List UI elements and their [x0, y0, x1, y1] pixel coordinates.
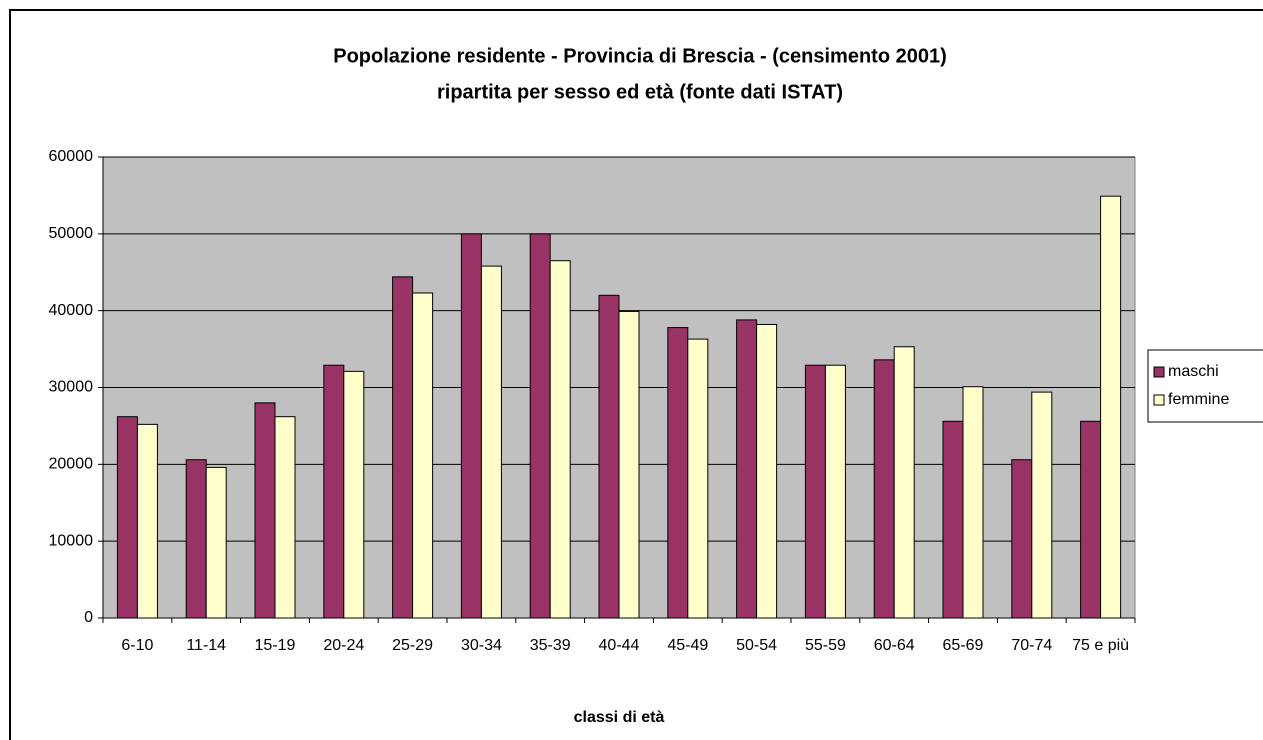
- bar: [873, 359, 895, 619]
- x-tick-label: 15-19: [255, 637, 296, 654]
- x-tick-label: 6-10: [121, 637, 153, 654]
- y-tick-label: 0: [84, 609, 93, 626]
- chart-subtitle: ripartita per sesso ed età (fonte dati I…: [437, 81, 843, 103]
- x-tick-label: 30-34: [461, 637, 502, 654]
- bar: [736, 319, 758, 619]
- legend-marker: [1153, 394, 1165, 406]
- x-tick-label: 11-14: [186, 637, 226, 654]
- legend-label: femmine: [1168, 391, 1229, 408]
- x-tick-label: 75 e più: [1072, 637, 1129, 654]
- bar: [667, 327, 689, 619]
- y-tick-label: 20000: [49, 456, 94, 473]
- x-tick-label: 50-54: [736, 637, 777, 654]
- bar: [1100, 195, 1122, 619]
- bar: [460, 233, 482, 619]
- bar: [323, 364, 345, 619]
- x-tick-label: 60-64: [874, 637, 915, 654]
- bar: [687, 338, 709, 619]
- bar: [116, 416, 138, 619]
- x-tick-label: 20-24: [323, 637, 364, 654]
- bar: [549, 260, 571, 619]
- x-tick-label: 35-39: [530, 637, 571, 654]
- y-tick-label: 40000: [49, 302, 94, 319]
- y-tick-label: 50000: [49, 225, 94, 242]
- bar: [756, 323, 778, 619]
- bar: [412, 292, 434, 619]
- bar: [343, 370, 365, 619]
- bar: [1011, 459, 1033, 619]
- bar: [893, 346, 915, 619]
- bar: [274, 416, 296, 619]
- bar: [254, 402, 276, 619]
- bar: [942, 420, 964, 619]
- bar: [480, 265, 502, 619]
- x-axis-label: classi di età: [574, 709, 665, 726]
- y-tick-label: 60000: [49, 148, 94, 165]
- x-tick-label: 45-49: [667, 637, 708, 654]
- x-tick-label: 40-44: [599, 637, 640, 654]
- bar: [598, 294, 620, 619]
- bar: [824, 364, 846, 619]
- bar: [136, 423, 158, 619]
- bar: [804, 364, 826, 619]
- x-tick-label: 65-69: [943, 637, 984, 654]
- legend-box: [1147, 349, 1263, 423]
- bar: [1031, 391, 1053, 619]
- y-tick-label: 30000: [49, 379, 94, 396]
- bar: [205, 466, 227, 619]
- legend-marker: [1153, 366, 1165, 378]
- bar: [962, 386, 984, 619]
- chart-title: Popolazione residente - Provincia di Bre…: [333, 45, 947, 67]
- bar: [529, 233, 551, 619]
- x-tick-label: 25-29: [392, 637, 433, 654]
- bar: [618, 310, 640, 619]
- bar: [1080, 420, 1102, 619]
- y-tick-label: 10000: [49, 532, 94, 549]
- x-tick-label: 70-74: [1011, 637, 1052, 654]
- x-tick-label: 55-59: [805, 637, 846, 654]
- bar: [392, 276, 414, 619]
- bar: [185, 459, 207, 619]
- legend-label: maschi: [1168, 363, 1219, 380]
